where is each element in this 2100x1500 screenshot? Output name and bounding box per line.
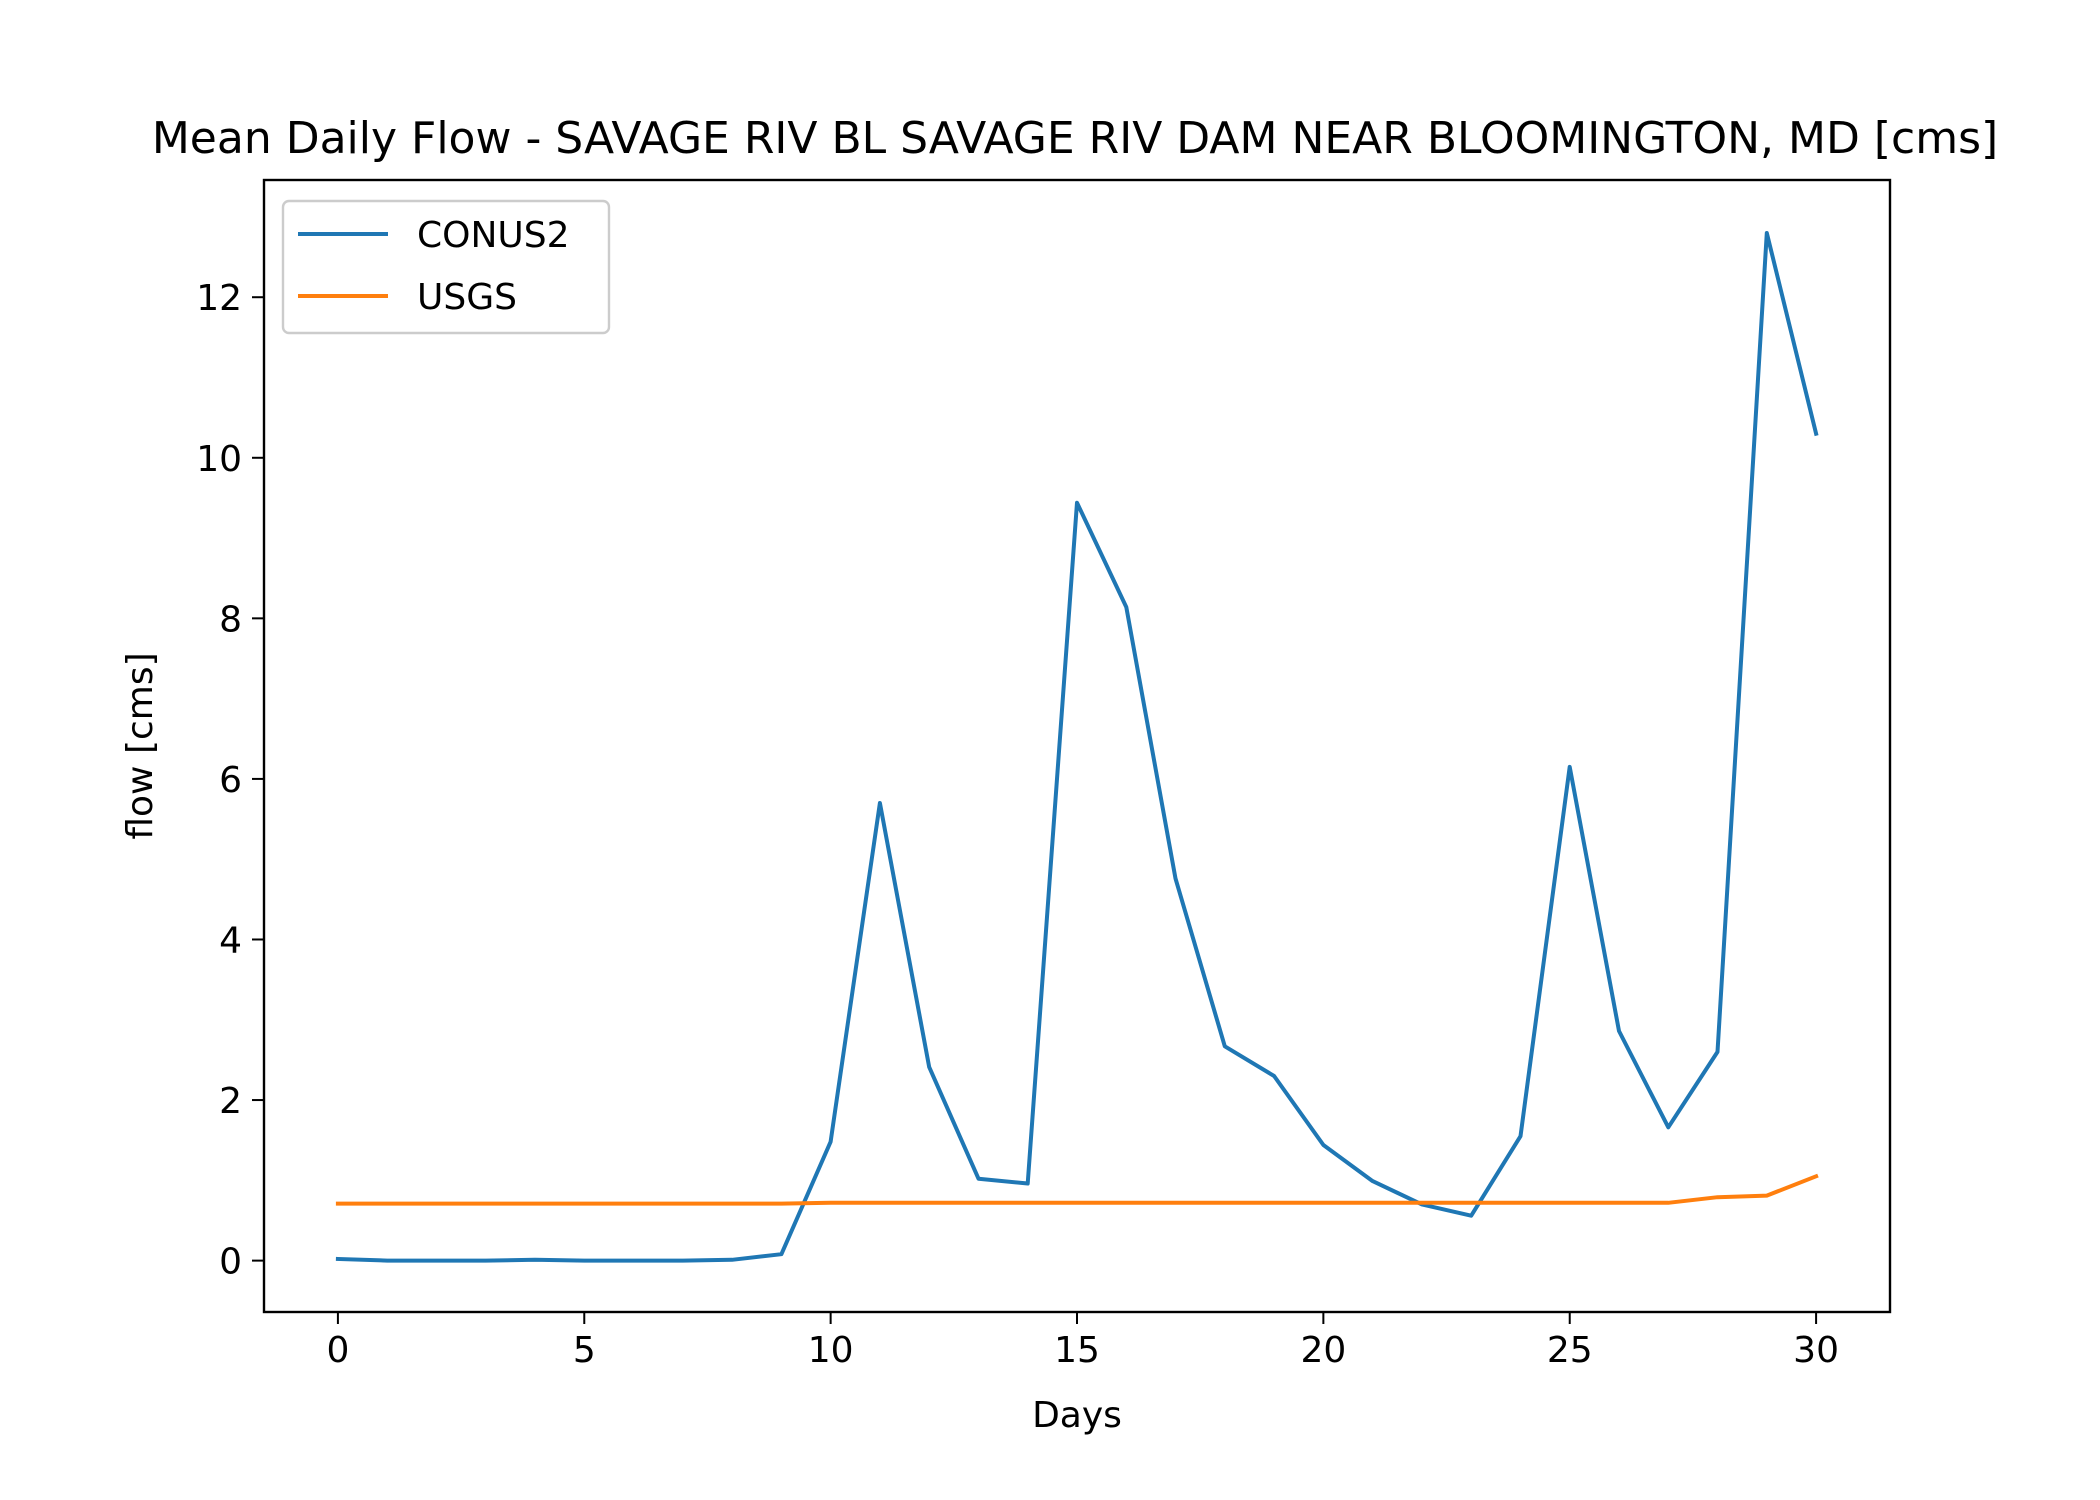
x-tick-label: 5	[573, 1330, 596, 1371]
y-axis: 0 2 4 6 8 10 12	[196, 278, 264, 1283]
series-line-conus2	[335, 231, 1819, 1263]
y-tick-label: 10	[196, 439, 242, 480]
legend-label-usgs: USGS	[417, 277, 517, 318]
y-tick-label: 6	[219, 760, 242, 801]
series-line-usgs	[335, 1173, 1819, 1206]
y-tick-label: 4	[219, 920, 242, 961]
y-tick-label: 2	[219, 1081, 242, 1122]
legend: CONUS2 USGS	[281, 199, 611, 335]
y-tick-label: 8	[219, 599, 242, 640]
x-axis: 0 5 10 15 20 25 30	[326, 1312, 1839, 1371]
y-tick-label: 12	[196, 278, 242, 319]
x-tick-label: 25	[1547, 1330, 1593, 1371]
x-axis-label: Days	[1032, 1395, 1122, 1436]
x-tick-label: 0	[326, 1330, 349, 1371]
legend-label-conus2: CONUS2	[417, 215, 570, 256]
x-tick-label: 15	[1054, 1330, 1100, 1371]
y-axis-label: flow [cms]	[120, 652, 161, 839]
y-tick-label: 0	[219, 1242, 242, 1283]
x-tick-label: 10	[808, 1330, 854, 1371]
x-tick-label: 30	[1793, 1330, 1839, 1371]
chart-title: Mean Daily Flow - SAVAGE RIV BL SAVAGE R…	[152, 113, 1998, 164]
series-lines	[335, 231, 1819, 1263]
plot-area	[262, 178, 1892, 1314]
x-tick-label: 20	[1300, 1330, 1346, 1371]
